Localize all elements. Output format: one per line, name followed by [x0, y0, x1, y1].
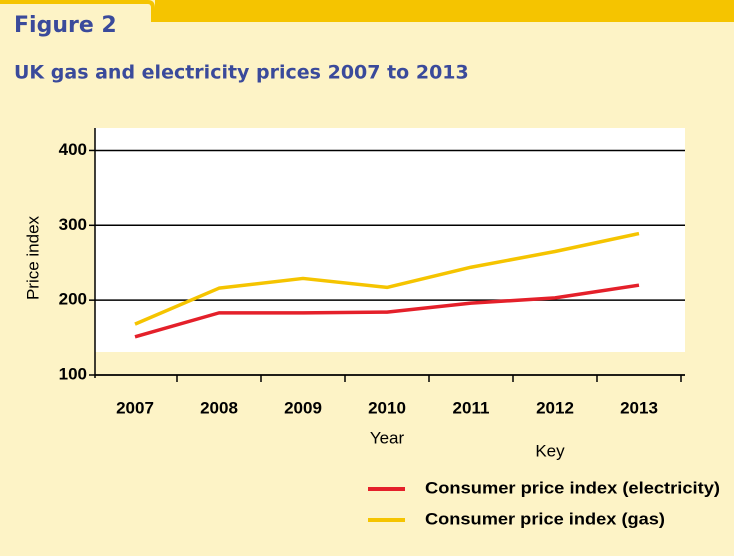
x-tick-label: 2010	[368, 398, 406, 417]
y-tick-label: 300	[59, 215, 87, 234]
figure-label: Figure 2	[14, 13, 117, 38]
legend-label: Consumer price index (electricity)	[425, 478, 720, 497]
x-tick-label: 2008	[200, 398, 238, 417]
x-tick-label: 2009	[284, 398, 322, 417]
y-tick-label: 400	[59, 140, 87, 159]
top-bar	[155, 0, 734, 20]
x-tick-label: 2011	[453, 398, 490, 417]
series-line	[134, 231, 640, 326]
x-tick-label: 2013	[620, 398, 658, 417]
y-axis-label: Price index	[23, 215, 42, 300]
tab-border	[0, 0, 734, 22]
legend-label: Consumer price index (gas)	[425, 509, 665, 528]
series-line	[134, 283, 640, 339]
plot-area	[95, 128, 685, 352]
x-tick-label: 2012	[536, 398, 574, 417]
x-tick-label: 2007	[116, 398, 154, 417]
x-axis-label: Year	[370, 428, 405, 447]
y-tick-label: 100	[59, 364, 87, 383]
y-tick-label: 200	[59, 290, 87, 309]
legend-title: Key	[535, 441, 565, 460]
chart-title: UK gas and electricity prices 2007 to 20…	[14, 62, 469, 84]
